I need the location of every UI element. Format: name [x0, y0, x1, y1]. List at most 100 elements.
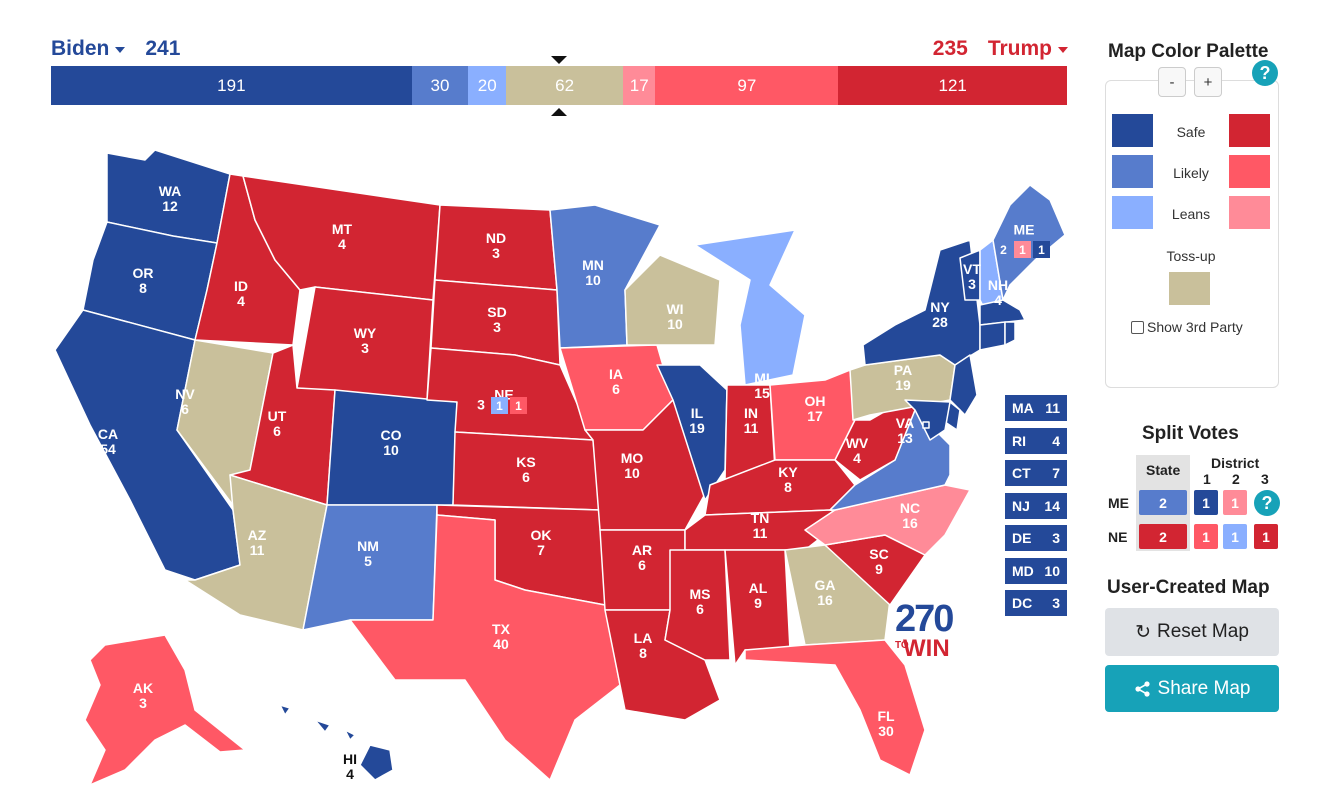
logo-number: 270 [895, 598, 954, 640]
reset-map-button[interactable]: ↻ Reset Map [1105, 608, 1279, 656]
left-candidate-header[interactable]: Biden 241 [51, 37, 180, 61]
zoom-in-button[interactable]: + [1194, 67, 1222, 97]
third-party-toggle[interactable]: Show 3rd Party [1131, 319, 1243, 335]
small-state-dc[interactable]: DC 3 [1005, 590, 1067, 616]
left-candidate-name[interactable]: Biden [51, 37, 110, 60]
ne-district-chips: 1 1 [491, 397, 527, 414]
me-state-cell[interactable]: 2 [1139, 490, 1187, 515]
right-candidate-header[interactable]: 235 Trump [933, 37, 1068, 61]
state-ga[interactable] [784, 544, 891, 646]
share-map-label: Share Map [1157, 677, 1251, 699]
reset-map-label: Reset Map [1157, 621, 1249, 642]
state-ks[interactable] [452, 431, 601, 511]
small-state-ri[interactable]: RI 4 [1005, 428, 1067, 454]
state-nd[interactable] [434, 204, 558, 291]
state-ak[interactable] [84, 634, 246, 786]
right-candidate-total: 235 [932, 37, 968, 60]
left-candidate-total: 241 [145, 37, 181, 60]
district-number: 1 [1203, 471, 1211, 487]
me-district-chip: 1 [1033, 241, 1050, 258]
ne-district-1-cell[interactable]: 1 [1194, 524, 1218, 549]
swatch-likely-d[interactable] [1112, 155, 1153, 188]
state-nm[interactable] [302, 504, 438, 631]
threshold-marker-top [551, 56, 567, 64]
share-map-button[interactable]: Share Map [1105, 665, 1279, 712]
state-ri[interactable] [1004, 321, 1016, 346]
state-dc[interactable] [922, 421, 930, 429]
state-nj[interactable] [949, 354, 978, 416]
chevron-down-icon[interactable] [1058, 47, 1068, 53]
state-co[interactable] [326, 389, 458, 506]
ne-state-cell[interactable]: 2 [1139, 524, 1187, 549]
state-wi[interactable] [624, 254, 721, 346]
small-state-ma[interactable]: MA 11 [1005, 395, 1067, 421]
scorebar-segment: 20 [468, 66, 507, 105]
split-row-me: ME [1108, 495, 1129, 511]
swatch-safe-r[interactable] [1229, 114, 1270, 147]
scorebar-segment: 30 [411, 66, 469, 105]
me-district-chip: 1 [1014, 241, 1031, 258]
me-district-chip: 2 [1000, 242, 1007, 257]
small-state-md[interactable]: MD 10 [1005, 558, 1067, 584]
palette-title: Map Color Palette [1108, 41, 1269, 62]
split-row-ne: NE [1108, 529, 1128, 545]
ne-district-3-cell[interactable]: 1 [1254, 524, 1278, 549]
ne-district-chip: 1 [491, 397, 508, 414]
palette-row-label: Safe [1176, 124, 1206, 140]
small-state-de[interactable]: DE 3 [1005, 525, 1067, 551]
scorebar-segment: 97 [655, 66, 839, 105]
logo-win: WIN [903, 635, 950, 662]
right-candidate-name[interactable]: Trump [987, 37, 1052, 60]
chevron-down-icon[interactable] [115, 47, 126, 53]
scorebar-segment: 191 [51, 66, 412, 105]
scorebar-segment: 17 [623, 66, 656, 105]
us-electoral-map: WA 12 OR 8 CA 54 NV 6 ID 4 MT 4 WY 3 UT 6 AZ 11 C… [45, 140, 1070, 805]
state-wy[interactable] [296, 286, 434, 401]
swatch-safe-d[interactable] [1112, 114, 1153, 147]
user-map-title: User-Created Map [1107, 577, 1270, 598]
split-votes-title: Split Votes [1142, 423, 1239, 444]
state-va[interactable] [829, 409, 951, 511]
map-svg [54, 149, 1066, 786]
electoral-vote-bar: 191 30 20 62 17 97 121 [51, 66, 1067, 105]
logo-to: TO [895, 640, 909, 651]
me-district-chips: 2 1 1 [995, 241, 1050, 258]
palette-row-label: Leans [1171, 206, 1211, 222]
state-md[interactable] [904, 399, 951, 441]
state-fl[interactable] [744, 639, 926, 776]
district-number: 2 [1232, 471, 1240, 487]
split-help-icon[interactable]: ? [1254, 490, 1280, 516]
state-column-header: State [1146, 462, 1181, 478]
small-state-ct[interactable]: CT 7 [1005, 460, 1067, 486]
district-column-header: District [1211, 455, 1260, 471]
scorebar-segment: 121 [838, 66, 1067, 105]
state-mo[interactable] [584, 399, 711, 531]
state-ms[interactable] [664, 549, 731, 661]
ne-district-2-cell[interactable]: 1 [1223, 524, 1247, 549]
zoom-out-button[interactable]: - [1158, 67, 1186, 97]
me-district-2-cell[interactable]: 1 [1223, 490, 1247, 515]
third-party-label: Show 3rd Party [1147, 319, 1243, 335]
palette-row-label: Likely [1173, 165, 1209, 181]
district-number: 3 [1261, 471, 1269, 487]
help-icon[interactable]: ? [1252, 60, 1278, 86]
scorebar-segment: 62 [506, 66, 624, 105]
swatch-leans-d[interactable] [1112, 196, 1153, 229]
state-hi[interactable] [279, 704, 394, 781]
threshold-marker-bottom [551, 108, 567, 116]
me-district-1-cell[interactable]: 1 [1194, 490, 1218, 515]
small-state-nj[interactable]: NJ 14 [1005, 493, 1067, 519]
site-logo[interactable]: 270 WIN TO [895, 598, 954, 662]
state-ct[interactable] [979, 321, 1006, 351]
swatch-likely-r[interactable] [1229, 155, 1270, 188]
tossup-label: Toss-up [1166, 248, 1216, 264]
third-party-checkbox[interactable] [1131, 320, 1144, 334]
state-mi[interactable] [694, 229, 806, 386]
share-icon [1134, 680, 1150, 697]
swatch-tossup[interactable] [1169, 272, 1210, 305]
ne-district-chip: 1 [510, 397, 527, 414]
state-ma[interactable] [979, 299, 1026, 326]
swatch-leans-r[interactable] [1229, 196, 1270, 229]
palette-box [1105, 80, 1279, 388]
state-tx[interactable] [349, 514, 621, 781]
